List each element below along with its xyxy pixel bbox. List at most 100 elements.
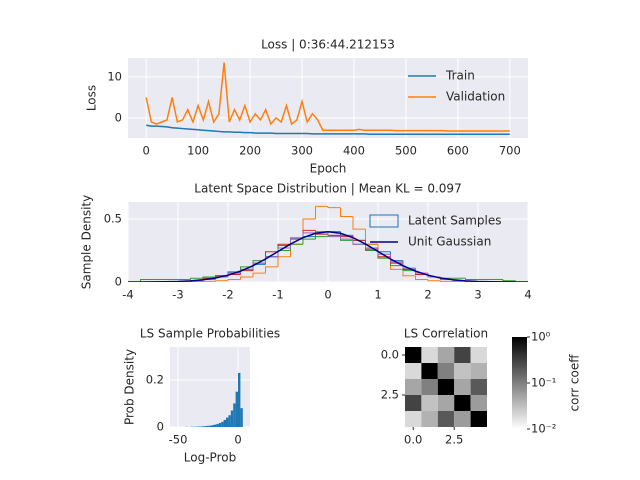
colorbar-tick-label: 10⁻¹	[531, 376, 556, 390]
histogram-step	[240, 276, 253, 280]
heatmap-cell	[405, 411, 422, 427]
histogram-step	[502, 279, 516, 282]
colorbar-tick-label: 10⁰	[531, 330, 551, 344]
histogram-step	[415, 275, 428, 280]
heatmap-cell	[421, 395, 438, 411]
y-axis-label: Prob Density	[123, 349, 137, 425]
plot-area	[405, 347, 487, 427]
line	[145, 62, 510, 132]
histogram-step	[315, 236, 328, 240]
y-tick-label: 0	[115, 110, 122, 124]
histogram-step	[440, 280, 453, 282]
histogram-bar	[240, 408, 243, 427]
histogram-step	[402, 269, 416, 277]
x-tick-label: -1	[272, 288, 283, 302]
heatmap-cell	[437, 363, 455, 379]
y-tick-label: 10	[107, 69, 122, 83]
heatmap-cell	[421, 379, 438, 395]
heatmap-cell	[437, 411, 455, 427]
histogram-step	[340, 207, 353, 217]
histogram-step	[240, 268, 253, 274]
x-tick-label: 400	[343, 144, 365, 158]
histogram-step	[352, 239, 366, 245]
histogram-step	[515, 280, 528, 282]
x-tick-label: 2.5	[445, 433, 463, 447]
histogram-step	[352, 216, 366, 230]
histogram-bar	[235, 391, 239, 427]
axes-title: Loss | 0:36:44.212153	[261, 38, 395, 52]
heatmap-cell	[437, 379, 455, 395]
histogram-bar	[211, 425, 215, 427]
histogram-step	[427, 279, 441, 282]
heatmap-cell	[454, 379, 471, 395]
histogram-bar	[223, 419, 227, 427]
axes-title: Latent Space Distribution | Mean KL = 0.…	[194, 182, 461, 196]
y-tick-label: 0	[115, 275, 122, 289]
heatmap-cell	[454, 395, 471, 411]
x-tick-label: -50	[169, 433, 188, 447]
x-tick-label: -2	[222, 288, 233, 302]
histogram-step	[365, 244, 378, 249]
heatmap-cell	[405, 379, 422, 395]
heatmap-cell	[454, 411, 471, 427]
histogram-bar	[204, 426, 207, 427]
histogram-bar	[221, 421, 224, 427]
histogram-step	[327, 206, 341, 209]
histogram-step	[265, 256, 278, 264]
heatmap-cell	[405, 347, 422, 363]
line	[128, 230, 528, 282]
legend-label: Validation	[446, 90, 505, 104]
axes-background	[128, 58, 528, 138]
axes-title: LS Correlation	[404, 327, 488, 341]
heatmap-cell	[421, 411, 438, 427]
x-tick-label: 0	[234, 433, 241, 447]
histogram-bar	[218, 423, 222, 427]
x-tick-label: 2	[424, 288, 431, 302]
plot-area	[145, 62, 510, 136]
legend-swatch	[369, 214, 399, 228]
heatmap-cell	[437, 395, 455, 411]
x-axis-label: Log-Prob	[184, 451, 236, 465]
legend-label: Latent Samples	[408, 214, 502, 228]
histogram-step	[340, 236, 353, 240]
histogram-bar	[209, 425, 212, 427]
histogram-step	[327, 231, 341, 238]
histogram-bar	[206, 425, 210, 427]
heatmap-cell	[405, 363, 422, 379]
heatmap-cell	[421, 347, 438, 363]
histogram-step	[302, 232, 316, 238]
x-tick-label: 700	[499, 144, 521, 158]
histogram-bar	[228, 415, 231, 427]
heatmap-cell	[470, 411, 487, 427]
y-tick-label: 0.5	[104, 212, 122, 226]
x-tick-label: 0	[143, 144, 150, 158]
x-tick-label: 0.0	[404, 433, 422, 447]
histogram-step	[202, 280, 216, 282]
x-tick-label: 200	[239, 144, 261, 158]
x-tick-label: 4	[524, 288, 531, 302]
x-tick-label: 0	[324, 288, 331, 302]
histogram-step	[390, 254, 403, 263]
y-axis-label: Loss	[85, 85, 99, 111]
heatmap-cell	[437, 347, 455, 363]
histogram-step	[252, 262, 266, 270]
histogram-bar	[214, 424, 217, 427]
y-tick-label: 0.2	[146, 372, 164, 386]
histogram-bar	[226, 417, 229, 427]
histogram-bar	[230, 410, 234, 427]
x-axis-label: Epoch	[310, 162, 347, 176]
heatmap-cell	[421, 363, 438, 379]
histogram-step	[302, 238, 316, 245]
legend-label: Train	[445, 69, 475, 83]
heatmap-cell	[454, 363, 471, 379]
histogram-step	[190, 277, 203, 280]
x-tick-label: 300	[291, 144, 313, 158]
heatmap-cell	[470, 363, 487, 379]
x-tick-label: 500	[395, 144, 417, 158]
histogram-step	[315, 205, 328, 220]
y-tick-label: 0	[157, 420, 164, 434]
histogram-step	[140, 278, 153, 282]
histogram-bar	[216, 423, 219, 427]
heatmap-cell	[454, 347, 471, 363]
